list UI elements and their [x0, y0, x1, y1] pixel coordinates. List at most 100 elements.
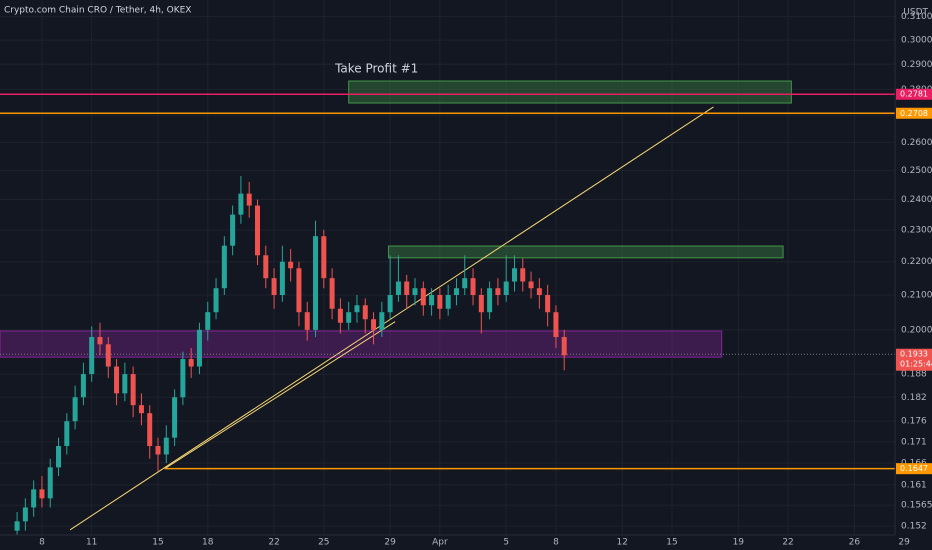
candle-body — [329, 278, 335, 309]
candle-body — [404, 281, 410, 295]
candle-body — [536, 288, 542, 295]
x-tick-label: 19 — [733, 538, 745, 548]
candle-body — [271, 278, 277, 295]
candle-body — [412, 288, 418, 295]
candle-body — [520, 268, 526, 282]
candle-body — [147, 413, 153, 447]
candle-body — [453, 288, 459, 295]
candle-body — [553, 312, 559, 338]
candle-body — [371, 319, 377, 330]
candle-body — [205, 312, 211, 330]
candle-body — [155, 446, 161, 455]
x-tick-label: 12 — [617, 538, 628, 548]
x-tick-label: 18 — [202, 538, 214, 548]
x-tick-label: 22 — [782, 538, 793, 548]
candle-body — [296, 268, 302, 313]
candle-body — [172, 397, 178, 438]
y-tick-label: 0.2600 — [901, 138, 932, 148]
candle-body — [321, 236, 327, 279]
candle-body — [395, 281, 401, 295]
x-tick-label: 26 — [849, 538, 861, 548]
x-tick-label: 15 — [152, 538, 163, 548]
candle-body — [288, 261, 294, 269]
zone — [348, 80, 792, 104]
price-label-bg — [896, 88, 932, 100]
candle-body — [528, 281, 534, 289]
candle-body — [196, 329, 202, 367]
price-label: 0.2708 — [900, 109, 928, 118]
candle-body — [487, 288, 493, 313]
candle-body — [188, 359, 194, 367]
y-tick-label: 0.2200 — [901, 257, 932, 267]
candle-body — [80, 374, 86, 398]
candle-body — [346, 312, 352, 323]
candle-body — [221, 245, 227, 289]
trend-line — [164, 321, 396, 470]
candle-body — [387, 294, 393, 313]
y-tick-label: 0.2500 — [901, 166, 932, 176]
candle-body — [89, 337, 95, 375]
y-tick-label: 0.182 — [901, 393, 927, 403]
y-tick-label: 0.2000 — [901, 325, 932, 335]
y-tick-label: 0.2300 — [901, 225, 932, 235]
candle-body — [478, 294, 484, 313]
candle-body — [561, 337, 567, 356]
candle-body — [238, 193, 244, 215]
candle-body — [230, 214, 236, 246]
price-label-bg — [896, 107, 932, 119]
candle-body — [279, 261, 285, 295]
candle-body — [304, 312, 310, 330]
y-tick-label: 0.2900 — [901, 60, 932, 70]
candle-body — [246, 193, 252, 206]
candle-body — [105, 344, 111, 367]
candle-body — [503, 281, 509, 295]
candle-body — [263, 255, 269, 279]
candle-body — [362, 305, 368, 320]
x-tick-label: 11 — [86, 538, 97, 548]
candle-body — [470, 278, 476, 295]
y-tick-label: 0.1565 — [901, 501, 932, 511]
candle-body — [64, 421, 70, 447]
candle-body — [31, 489, 37, 508]
y-tick-label: 0.2100 — [901, 290, 932, 300]
x-tick-label: 29 — [898, 538, 910, 548]
candle-body — [437, 294, 443, 309]
x-tick-label: 8 — [39, 538, 45, 548]
x-tick-label: 29 — [384, 538, 396, 548]
candle-body — [97, 337, 103, 345]
candle-body — [495, 288, 501, 295]
chart-title: Crypto.com Chain CRO / Tether, 4h, OKEX — [4, 6, 191, 16]
candle-body — [14, 521, 20, 531]
y-tick-label: 0.188 — [901, 370, 927, 380]
x-tick-label: Apr — [432, 538, 448, 548]
candle-body — [379, 312, 385, 330]
candle-body — [545, 294, 551, 313]
zone-label: Take Profit #1 — [334, 62, 418, 76]
price-label: 0.1933 — [900, 350, 928, 359]
y-tick-label: 0.176 — [901, 417, 927, 427]
trend-line — [69, 106, 714, 531]
candle-body — [337, 308, 343, 323]
x-tick-label: 22 — [268, 538, 279, 548]
candle-body — [180, 359, 186, 398]
price-label: 0.2781 — [900, 90, 928, 99]
y-tick-label: 0.161 — [901, 480, 927, 490]
countdown-label: 01:25:44 — [900, 360, 932, 369]
x-tick-label: 8 — [553, 538, 559, 548]
candle-body — [114, 366, 120, 394]
y-tick-label: 0.3000 — [901, 36, 932, 46]
y-tick-label: 0.3100 — [901, 12, 932, 22]
candle-body — [122, 374, 128, 394]
candle-body — [56, 446, 62, 468]
candle-body — [138, 405, 144, 414]
candle-body — [163, 437, 169, 455]
candle-body — [72, 397, 78, 422]
y-tick-label: 0.2400 — [901, 195, 932, 205]
candle-body — [39, 489, 45, 499]
candle-body — [213, 288, 219, 313]
candle-body — [511, 268, 517, 282]
x-tick-label: 15 — [666, 538, 677, 548]
candle-body — [420, 288, 426, 306]
